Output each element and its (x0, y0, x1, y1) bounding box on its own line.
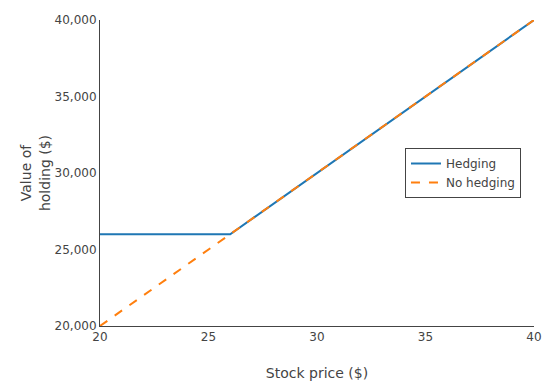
svg-text:20: 20 (92, 330, 107, 344)
svg-text:30,000: 30,000 (55, 166, 97, 180)
svg-text:25,000: 25,000 (55, 243, 97, 257)
svg-text:30: 30 (309, 330, 324, 344)
svg-text:35,000: 35,000 (55, 90, 97, 104)
svg-text:25: 25 (201, 330, 216, 344)
svg-text:No hedging: No hedging (446, 176, 515, 190)
svg-text:40,000: 40,000 (55, 13, 97, 27)
svg-text:Hedging: Hedging (446, 157, 496, 171)
svg-text:35: 35 (418, 330, 433, 344)
svg-text:Value ofholding ($): Value ofholding ($) (18, 135, 52, 211)
svg-text:Stock price ($): Stock price ($) (266, 365, 368, 381)
svg-text:40: 40 (526, 330, 541, 344)
svg-text:20,000: 20,000 (55, 319, 97, 333)
